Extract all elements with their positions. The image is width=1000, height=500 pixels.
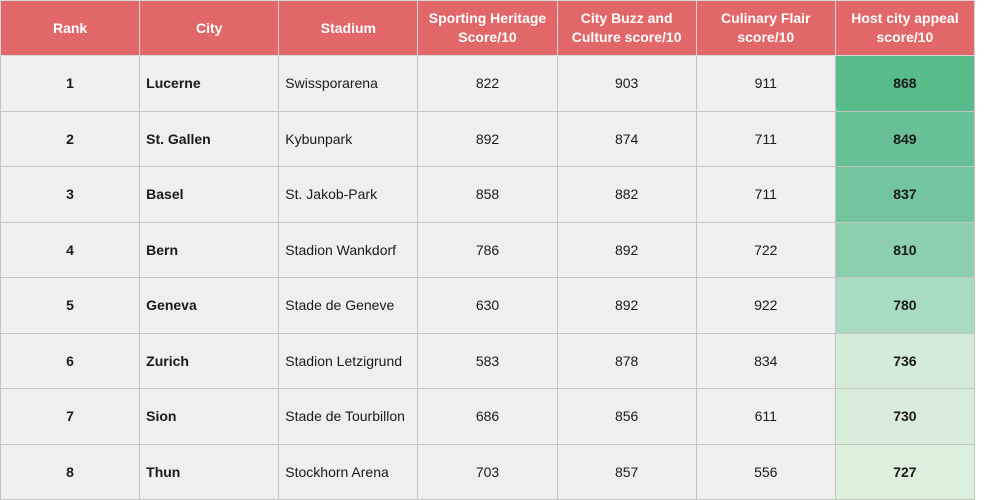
city-buzz-cell: 903: [556, 55, 697, 112]
host-city-appeal-cell: 810: [834, 221, 976, 278]
header-rank: Rank: [0, 0, 141, 56]
culinary-flair-cell: 711: [695, 166, 836, 223]
city-cell: Basel: [139, 166, 280, 223]
culinary-flair-cell: 556: [695, 443, 836, 500]
host-city-appeal-cell: 730: [834, 388, 976, 445]
sporting-heritage-cell: 858: [417, 166, 558, 223]
city-buzz-cell: 856: [556, 388, 697, 445]
city-cell: Thun: [139, 443, 280, 500]
stadium-cell: Swissporarena: [278, 55, 419, 112]
header-culinary-flair: Culinary Flair score/10: [695, 0, 836, 56]
city-cell: Lucerne: [139, 55, 280, 112]
sporting-heritage-cell: 583: [417, 332, 558, 389]
stadium-cell: Kybunpark: [278, 110, 419, 167]
table-row: 6 Zurich Stadion Letzigrund 583 878 834 …: [0, 332, 976, 389]
city-cell: Geneva: [139, 277, 280, 334]
city-buzz-cell: 892: [556, 277, 697, 334]
stadium-cell: Stadion Letzigrund: [278, 332, 419, 389]
header-row: Rank City Stadium Sporting Heritage Scor…: [0, 0, 976, 56]
rank-cell: 6: [0, 332, 141, 389]
table-row: 5 Geneva Stade de Geneve 630 892 922 780: [0, 277, 976, 334]
table-body: 1 Lucerne Swissporarena 822 903 911 8 6 8 …: [0, 55, 976, 500]
host-city-appeal-cell: 849: [834, 110, 976, 167]
city-buzz-cell: 874: [556, 110, 697, 167]
rank-cell: 8: [0, 443, 141, 500]
stadium-cell: St. Jakob-Park: [278, 166, 419, 223]
rank-cell: 4: [0, 221, 141, 278]
culinary-flair-cell: 722: [695, 221, 836, 278]
table-row: 7 Sion Stade de Tourbillon 686 856 611 7…: [0, 388, 976, 445]
stadium-cell: Stade de Geneve: [278, 277, 419, 334]
culinary-flair-cell: 911: [695, 55, 836, 112]
sporting-heritage-cell: 630: [417, 277, 558, 334]
city-buzz-cell: 892: [556, 221, 697, 278]
city-cell: Zurich: [139, 332, 280, 389]
header-city-buzz: City Buzz and Culture score/10: [556, 0, 697, 56]
host-city-ranking-table: Rank City Stadium Sporting Heritage Scor…: [0, 0, 976, 500]
city-cell: St. Gallen: [139, 110, 280, 167]
culinary-flair-cell: 922: [695, 277, 836, 334]
rank-cell: 7: [0, 388, 141, 445]
city-cell: Sion: [139, 388, 280, 445]
table-row: 4 Bern Stadion Wankdorf 786 892 722 810: [0, 221, 976, 278]
culinary-flair-cell: 834: [695, 332, 836, 389]
host-city-appeal-cell: 727: [834, 443, 976, 500]
table-row: 8 Thun Stockhorn Arena 703 857 556 727: [0, 443, 976, 500]
city-buzz-cell: 878: [556, 332, 697, 389]
host-city-appeal-cell: 837: [834, 166, 976, 223]
table-row: 2 St. Gallen Kybunpark 892 874 711 849: [0, 110, 976, 167]
sporting-heritage-cell: 686: [417, 388, 558, 445]
table-row: 3 Basel St. Jakob-Park 858 882 711 837: [0, 166, 976, 223]
city-cell: Bern: [139, 221, 280, 278]
rank-cell: 5: [0, 277, 141, 334]
sporting-heritage-cell: 703: [417, 443, 558, 500]
host-city-appeal-cell: 780: [834, 277, 976, 334]
stadium-cell: Stockhorn Arena: [278, 443, 419, 500]
header-stadium: Stadium: [278, 0, 419, 56]
culinary-flair-cell: 711: [695, 110, 836, 167]
sporting-heritage-cell: 822: [417, 55, 558, 112]
stadium-cell: Stadion Wankdorf: [278, 221, 419, 278]
stadium-cell: Stade de Tourbillon: [278, 388, 419, 445]
table-header: Rank City Stadium Sporting Heritage Scor…: [0, 0, 976, 56]
culinary-flair-cell: 611: [695, 388, 836, 445]
header-host-city-appeal: Host city appeal score/10: [834, 0, 976, 56]
header-city: City: [139, 0, 280, 56]
city-buzz-cell: 857: [556, 443, 697, 500]
sporting-heritage-cell: 892: [417, 110, 558, 167]
rank-cell: 2: [0, 110, 141, 167]
host-city-appeal-cell: 868: [834, 55, 976, 112]
header-sporting-heritage: Sporting Heritage Score/10: [417, 0, 558, 56]
rank-cell: 3: [0, 166, 141, 223]
table-row: 1 Lucerne Swissporarena 822 903 911 868: [0, 55, 976, 112]
city-buzz-cell: 882: [556, 166, 697, 223]
sporting-heritage-cell: 786: [417, 221, 558, 278]
host-city-appeal-cell: 736: [834, 332, 976, 389]
rank-cell: 1: [0, 55, 141, 112]
